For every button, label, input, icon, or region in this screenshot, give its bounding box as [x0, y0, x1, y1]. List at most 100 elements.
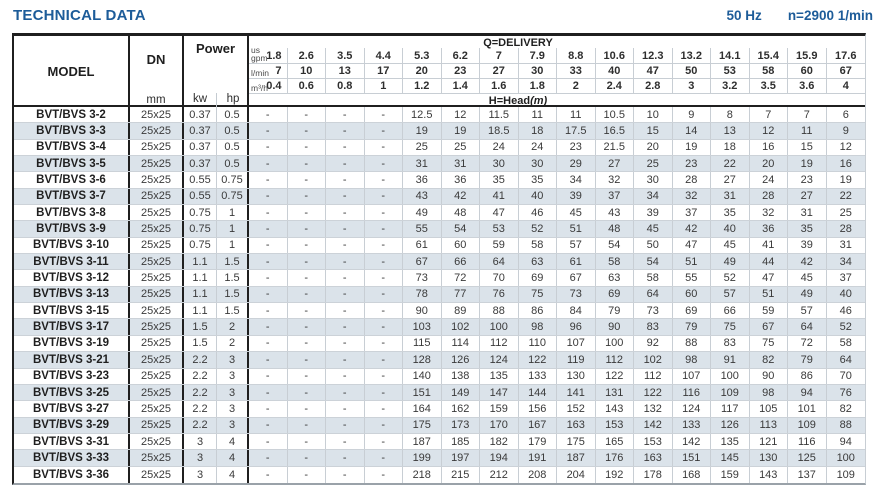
head-value-cell: 90	[750, 368, 788, 384]
delivery-unit-row: us gpm 1.8 2.6 3.5 4.4 5.3 6.2 7 7.9 8.8 10.6 12.3 1…	[249, 45, 865, 63]
head-value-cell: 187	[557, 450, 596, 466]
head-value-cell: -	[365, 172, 403, 188]
head-value-cell: 151	[673, 450, 711, 466]
head-value-cell: 57	[788, 303, 827, 319]
head-value-cell: 36	[442, 172, 480, 188]
head-value-cell: 212	[480, 466, 519, 483]
head-value-cell: 69	[596, 286, 634, 303]
head-value-cell: 73	[557, 286, 596, 303]
head-value-cell: -	[365, 156, 403, 172]
hp-cell: 3	[217, 352, 249, 368]
head-unit-label: (m)	[530, 94, 548, 107]
head-value-cell: 27	[711, 172, 750, 188]
head-value-cell: -	[249, 352, 288, 368]
head-value-cell: 25	[442, 139, 480, 156]
hp-cell: 0.5	[217, 123, 249, 139]
head-value-cell: -	[326, 237, 365, 254]
head-value-cell: 144	[519, 384, 557, 401]
head-value-cell: 91	[711, 352, 750, 368]
head-value-cell: 10	[634, 107, 673, 123]
head-value-cell: 67	[403, 254, 442, 270]
dn-cell: 25x25	[130, 384, 184, 401]
head-value-cell: 52	[711, 270, 750, 286]
delivery-header-cell: l/min 7	[249, 64, 288, 78]
model-cell: BVT/BVS 3-13	[14, 286, 130, 303]
head-value-cell: -	[326, 205, 365, 221]
head-value-cell: 102	[634, 352, 673, 368]
hp-cell: 0.5	[217, 156, 249, 172]
hp-cell: 0.5	[217, 107, 249, 123]
frequency-label: 50 Hz	[726, 8, 762, 23]
head-value-cell: 133	[519, 368, 557, 384]
head-value-cell: 164	[403, 401, 442, 417]
head-value-cell: 35	[788, 221, 827, 237]
head-value-cell: -	[365, 368, 403, 384]
head-value-cell: 178	[634, 466, 673, 483]
head-value-cell: 175	[403, 417, 442, 433]
kw-cell: 1.5	[184, 319, 217, 335]
delivery-header-cell: 15.9	[788, 48, 827, 63]
head-value-cell: 12	[750, 123, 788, 139]
delivery-header-value: 5.3	[414, 49, 430, 62]
table-row: BVT/BVS 3-5 25x25 0.37 0.5- - - -31 31 30 30 29 27 2…	[14, 156, 865, 173]
hp-cell: 3	[217, 384, 249, 401]
head-value-cell: 29	[557, 156, 596, 172]
model-column-header: MODEL	[14, 36, 130, 107]
table-row: BVT/BVS 3-21 25x25 2.2 3- - - -128 126 124 122 119…	[14, 352, 865, 369]
delivery-header-value: 15.4	[757, 49, 779, 62]
head-value-cell: -	[249, 221, 288, 237]
dn-cell: 25x25	[130, 270, 184, 286]
head-value-cell: -	[288, 450, 326, 466]
head-value-cell: 163	[634, 450, 673, 466]
head-value-cell: -	[326, 188, 365, 205]
head-value-cell: 218	[403, 466, 442, 483]
head-value-cell: 75	[750, 335, 788, 352]
kw-cell: 0.55	[184, 172, 217, 188]
delivery-header-value: 2	[572, 80, 579, 92]
head-value-cell: 58	[634, 270, 673, 286]
head-value-cell: 22	[839, 190, 852, 203]
head-value-cell: 51	[673, 254, 711, 270]
head-value-cell: 25	[839, 206, 852, 219]
head-value-cell: 27	[788, 188, 827, 205]
delivery-header-value: 17	[377, 65, 390, 77]
head-value-cell: 24	[519, 139, 557, 156]
head-value-cell: 119	[557, 352, 596, 368]
head-value-cell: 128	[403, 352, 442, 368]
head-value-cell: 61	[403, 237, 442, 254]
delivery-header-value: 7.9	[529, 49, 545, 62]
delivery-header-value: 60	[800, 65, 813, 77]
delivery-header-value: 4.4	[375, 49, 391, 62]
table-row: BVT/BVS 3-8 25x25 0.75 1- - - -49 48 47 46 45 43 39 3…	[14, 205, 865, 222]
table-row: BVT/BVS 3-4 25x25 0.37 0.5- - - -25 25 24 24 23 21.…	[14, 139, 865, 157]
page-title: TECHNICAL DATA	[13, 7, 146, 24]
delivery-unit-label: us gpm	[251, 45, 268, 63]
hp-cell: 1	[217, 221, 249, 237]
head-value-cell: 114	[442, 335, 480, 352]
head-value-cell: -	[249, 254, 288, 270]
head-value-cell: 37	[839, 272, 852, 285]
head-value-cell: 16.5	[596, 123, 634, 139]
head-value-cell: 130	[750, 450, 788, 466]
delivery-unit-label: l/min	[251, 67, 269, 78]
dn-cell: 25x25	[130, 188, 184, 205]
head-value-cell: 92	[634, 335, 673, 352]
head-value-cell: 153	[596, 417, 634, 433]
delivery-header-cell: 47	[634, 64, 673, 78]
head-value-cell: 101	[788, 401, 827, 417]
delivery-header-value: 40	[608, 65, 621, 77]
head-value-cell: -	[326, 319, 365, 335]
head-value-cell: 36	[750, 221, 788, 237]
delivery-header-cell: 27	[480, 64, 519, 78]
head-value-cell: 31	[403, 156, 442, 172]
head-value-cell: 28	[839, 223, 852, 236]
head-value-cell: 162	[442, 401, 480, 417]
dn-cell: 25x25	[130, 401, 184, 417]
delivery-header-value: 7	[275, 65, 282, 77]
kw-cell: 0.37	[184, 139, 217, 156]
head-value-cell: -	[249, 319, 288, 335]
head-value-cell: -	[365, 286, 403, 303]
head-value-cell: 16	[750, 139, 788, 156]
table-body: BVT/BVS 3-2 25x25 0.37 0.5- - - -12.5 12 11.5 11 1…	[14, 107, 865, 483]
head-value-cell: 57	[557, 237, 596, 254]
